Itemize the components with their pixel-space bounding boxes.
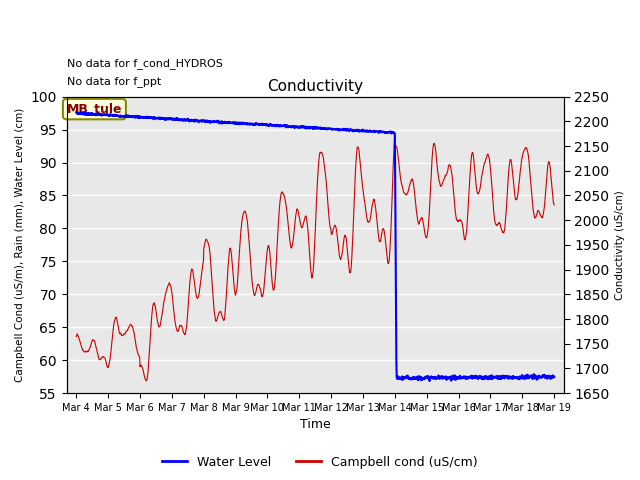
Y-axis label: Conductivity (uS/cm): Conductivity (uS/cm) bbox=[615, 190, 625, 300]
Text: MB_tule: MB_tule bbox=[67, 103, 122, 116]
Text: No data for f_cond_HYDROS: No data for f_cond_HYDROS bbox=[67, 58, 223, 69]
Title: Conductivity: Conductivity bbox=[268, 79, 364, 94]
Legend: Water Level, Campbell cond (uS/cm): Water Level, Campbell cond (uS/cm) bbox=[157, 451, 483, 474]
Text: No data for f_ppt: No data for f_ppt bbox=[67, 76, 161, 87]
X-axis label: Time: Time bbox=[300, 419, 331, 432]
Y-axis label: Campbell Cond (uS/m), Rain (mm), Water Level (cm): Campbell Cond (uS/m), Rain (mm), Water L… bbox=[15, 108, 25, 382]
